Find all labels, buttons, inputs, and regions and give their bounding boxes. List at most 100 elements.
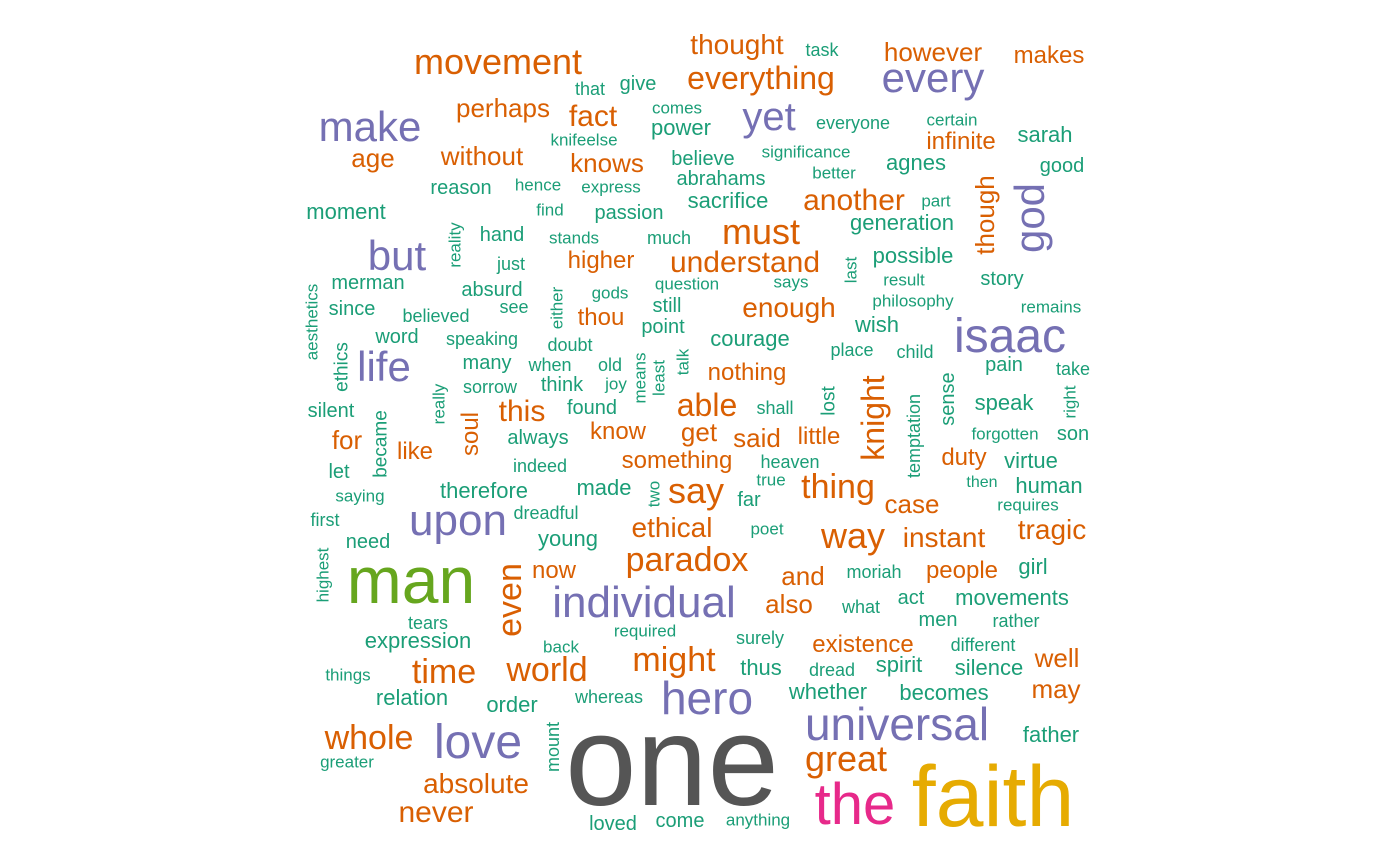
word-virtue: virtue <box>1004 448 1058 473</box>
word-love: love <box>433 716 523 769</box>
word-last: last <box>841 256 861 284</box>
word-doubt: doubt <box>547 335 593 355</box>
word-thought: thought <box>690 29 784 60</box>
word-this: this <box>498 395 546 428</box>
word-moment: moment <box>306 199 386 224</box>
word-passion: passion <box>594 202 664 224</box>
word-faith: faith <box>911 749 1075 845</box>
word-hero: hero <box>660 672 754 724</box>
word-must: must <box>721 211 801 252</box>
word-girl: girl <box>1018 554 1048 579</box>
word-perhaps: perhaps <box>456 93 550 123</box>
word-absurd: absurd <box>461 279 523 301</box>
word-knifeelse: knifeelse <box>550 130 618 150</box>
word-infinite: infinite <box>926 128 996 155</box>
word-isaac: isaac <box>953 310 1067 363</box>
word-reality: reality <box>445 222 465 268</box>
word-forgotten: forgotten <box>971 424 1039 444</box>
word-whereas: whereas <box>574 687 644 707</box>
word-better: better <box>812 163 856 183</box>
word-the: the <box>814 772 896 837</box>
word-world: world <box>506 651 588 689</box>
word-son: son <box>1056 423 1090 445</box>
word-need: need <box>345 531 391 553</box>
word-nothing: nothing <box>707 359 787 386</box>
word-least: least <box>649 360 669 396</box>
word-task: task <box>805 40 839 60</box>
word-and: and <box>781 561 825 591</box>
word-heaven: heaven <box>760 452 820 472</box>
word-great: great <box>804 738 888 779</box>
word-temptation: temptation <box>904 393 924 479</box>
word-philosophy: philosophy <box>872 291 954 311</box>
word-true: true <box>756 470 786 490</box>
word-knows: knows <box>570 148 644 178</box>
word-individual: individual <box>552 578 736 627</box>
word-everyone: everyone <box>815 113 891 133</box>
word-speaking: speaking <box>445 329 519 349</box>
word-required: required <box>613 621 677 641</box>
word-life: life <box>357 343 411 390</box>
word-knight: knight <box>855 375 891 461</box>
word-dreadful: dreadful <box>513 503 579 523</box>
word-instant: instant <box>902 522 986 553</box>
word-whether: whether <box>788 679 868 704</box>
word-never: never <box>398 796 474 829</box>
word-say: say <box>667 470 725 511</box>
word-relation: relation <box>375 685 449 710</box>
word-age: age <box>351 143 395 173</box>
word-question: question <box>654 274 720 294</box>
word-case: case <box>884 489 940 519</box>
word-talk: talk <box>673 348 693 376</box>
word-aesthetics: aesthetics <box>302 283 322 361</box>
word-may: may <box>1031 674 1081 704</box>
word-either: either <box>547 286 567 330</box>
word-come: come <box>655 810 705 832</box>
word-means: means <box>630 352 650 404</box>
word-place: place <box>830 340 874 360</box>
word-way: way <box>820 515 886 556</box>
word-but: but <box>367 232 427 279</box>
word-thou: thou <box>577 304 625 331</box>
word-take: take <box>1055 359 1091 379</box>
word-human: human <box>1015 473 1083 498</box>
word-god: god <box>1006 182 1053 254</box>
word-part: part <box>921 191 951 211</box>
word-greater: greater <box>320 752 374 772</box>
word-just: just <box>496 254 526 274</box>
word-joy: joy <box>605 374 627 394</box>
word-mount: mount <box>543 721 563 773</box>
word-give: give <box>619 73 657 95</box>
word-believed: believed <box>402 306 470 326</box>
word-one: one <box>565 690 779 833</box>
word-still: still <box>652 295 682 317</box>
word-think: think <box>540 374 584 396</box>
word-gods: gods <box>591 283 629 303</box>
word-many: many <box>462 352 512 374</box>
word-point: point <box>641 316 685 338</box>
word-everything: everything <box>687 60 835 96</box>
word-duty: duty <box>941 444 987 471</box>
word-when: when <box>528 355 572 375</box>
word-sarah: sarah <box>1017 122 1073 147</box>
word-therefore: therefore <box>439 478 529 503</box>
word-even: even <box>491 563 529 637</box>
word-understand: understand <box>669 246 821 279</box>
word-upon: upon <box>409 496 507 545</box>
word-get: get <box>680 417 718 447</box>
word-another: another <box>803 184 905 217</box>
word-what: what <box>841 597 881 617</box>
word-result: result <box>883 270 925 290</box>
word-well: well <box>1034 643 1080 673</box>
word-man: man <box>346 543 476 617</box>
word-really: really <box>429 383 449 425</box>
word-express: express <box>581 177 641 197</box>
word-merman: merman <box>331 272 405 294</box>
word-word: word <box>375 326 419 348</box>
word-let: let <box>328 461 350 483</box>
word-make: make <box>318 103 422 150</box>
word-whole: whole <box>324 719 414 757</box>
word-rather: rather <box>992 611 1040 631</box>
word-reason: reason <box>430 177 492 199</box>
word-something: something <box>621 447 733 474</box>
